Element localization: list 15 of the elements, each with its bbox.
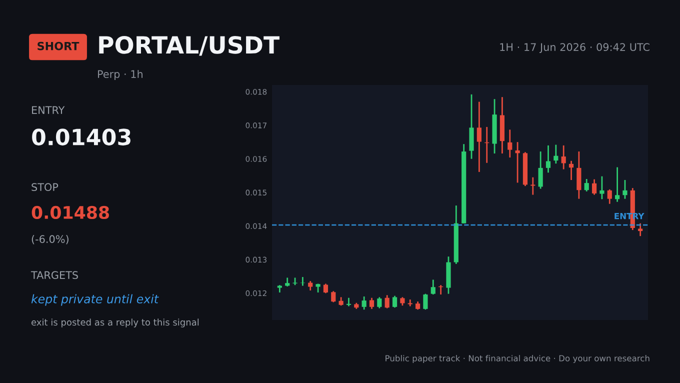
text: TARGETS	[30, 271, 78, 280]
text: (-6.0%)	[32, 234, 68, 244]
text: ENTRY	[32, 106, 65, 114]
text: SHORT	[38, 42, 80, 50]
candlestick	[600, 176, 604, 200]
text: 1H · 17 Jun 2026 · 09:42 UTC	[500, 43, 650, 53]
text: STOP	[32, 183, 58, 192]
chart-title: PORTAL/USDT	[99, 36, 280, 56]
text: 0.01403	[32, 128, 130, 146]
text: 0.01488	[32, 206, 109, 220]
text: Perp · 1h	[98, 70, 142, 80]
text: Public paper track · Not financial advice · Do your own research	[386, 354, 650, 364]
text: kept private until exit	[31, 294, 159, 306]
text: exit is posted as a reply to this signal	[32, 318, 199, 328]
candlestick	[300, 276, 305, 286]
